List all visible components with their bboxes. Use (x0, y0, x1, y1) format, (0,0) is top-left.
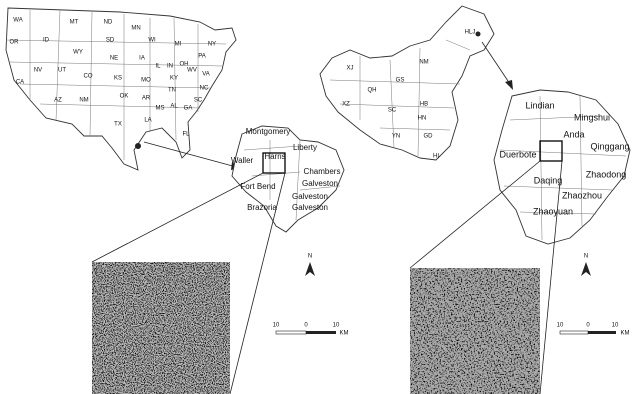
district-label: Duerbote (499, 149, 536, 159)
state-label: IL (155, 64, 161, 70)
state-label: OR (10, 40, 20, 46)
county-label: Galveston (302, 179, 338, 188)
state-label: IN (167, 64, 173, 70)
north-label: N (308, 254, 312, 260)
state-label: VA (202, 72, 210, 78)
state-label: AZ (54, 98, 62, 104)
arrow (144, 142, 240, 168)
county-label: Galveston (292, 192, 328, 201)
county-label: Fort Bend (240, 182, 275, 191)
province-label: HN (418, 116, 427, 122)
north-arrow: N (581, 254, 591, 276)
figure: WA MT ND MN OR ID SD WI MI NY WY NE IA P… (0, 0, 632, 394)
county-label: Galveston (292, 203, 328, 212)
province-label: XJ (346, 66, 353, 72)
state-label: GA (184, 106, 193, 112)
state-label: KY (170, 76, 178, 82)
state-label: WY (73, 50, 83, 56)
state-label: WA (13, 18, 22, 24)
china-map: HLJ XJ NM GS QH XZ SC HB HN GD YN HI (320, 6, 494, 160)
state-label: TX (114, 122, 122, 128)
state-label: WI (148, 38, 156, 44)
province-label: HLJ (465, 30, 476, 36)
state-label: UT (58, 68, 66, 74)
study-site-marker (135, 143, 141, 149)
state-label: AL (170, 104, 178, 110)
state-label: IA (139, 56, 145, 62)
county-label: Chambers (304, 167, 341, 176)
state-label: NC (200, 86, 209, 92)
state-label: CA (16, 80, 24, 86)
study-site-marker (476, 32, 481, 37)
us-map: WA MT ND MN OR ID SD WI MI NY WY NE IA P… (6, 8, 236, 170)
state-label: ND (104, 20, 113, 26)
state-label: OK (120, 94, 129, 100)
state-label: SC (194, 98, 203, 104)
state-label: AR (142, 96, 151, 102)
district-label: Lindian (525, 100, 554, 110)
province-label: SC (388, 108, 397, 114)
north-label: N (584, 254, 588, 260)
state-label: ID (43, 38, 50, 44)
state-label: NM (79, 98, 88, 104)
image-texture (410, 268, 540, 394)
scale-bar: 10 0 10 KM (273, 323, 349, 337)
state-label: PA (198, 54, 206, 60)
district-label: Daqing (534, 175, 563, 185)
state-label: NE (110, 56, 118, 62)
state-label: MI (175, 42, 182, 48)
province-label: NM (419, 60, 428, 66)
province-label: QH (368, 88, 377, 94)
zoom-line (92, 173, 263, 262)
province-label: HI (433, 154, 439, 160)
daqing-map: Lindian Mingshui Anda Qinggang Duerbote … (494, 90, 630, 244)
district-label: Zhaodong (586, 169, 627, 179)
scale-label: 10 (557, 323, 564, 329)
district-label: Anda (563, 129, 584, 139)
state-label: MS (156, 106, 165, 112)
state-label: CO (84, 74, 93, 80)
state-label: NV (34, 68, 42, 74)
county-label: Montgomery (246, 127, 290, 136)
state-label: FL (182, 132, 190, 138)
scale-label: 10 (333, 323, 340, 329)
district-label: Qinggang (590, 141, 629, 151)
district-label: Zhaoyuan (533, 206, 573, 216)
state-label: KS (114, 76, 122, 82)
district-label: Zhaozhou (562, 190, 602, 200)
state-label: SD (106, 38, 115, 44)
district-label: Mingshui (574, 112, 610, 122)
scale-bar: 10 0 10 KM (557, 323, 630, 337)
scale-label: 0 (586, 323, 590, 329)
scale-label: 10 (612, 323, 619, 329)
arrowhead (505, 80, 513, 90)
county-label: Waller (231, 156, 254, 165)
province-label: GS (396, 78, 405, 84)
county-label: Liberty (293, 143, 317, 152)
north-arrow: N (305, 254, 315, 276)
state-label: WV (187, 68, 197, 74)
image-texture (92, 262, 230, 394)
arrow (482, 42, 510, 84)
county-label: Brazoria (247, 203, 277, 212)
scale-unit: KM (621, 331, 630, 337)
state-label: NY (208, 42, 216, 48)
scale-label: 0 (304, 323, 308, 329)
scale-unit: KM (340, 331, 349, 337)
scale-label: 10 (273, 323, 280, 329)
province-label: XZ (342, 102, 350, 108)
state-label: MT (70, 20, 79, 26)
province-label: YN (392, 134, 400, 140)
province-label: HB (420, 102, 428, 108)
state-label: MN (131, 26, 140, 32)
state-label: TN (168, 88, 176, 94)
county-label: Harris (264, 152, 285, 161)
houston-map: Montgomery Liberty Waller Harris Chamber… (231, 126, 344, 232)
province-label: GD (424, 134, 434, 140)
state-label: MO (141, 78, 151, 84)
state-label: LA (144, 118, 151, 124)
